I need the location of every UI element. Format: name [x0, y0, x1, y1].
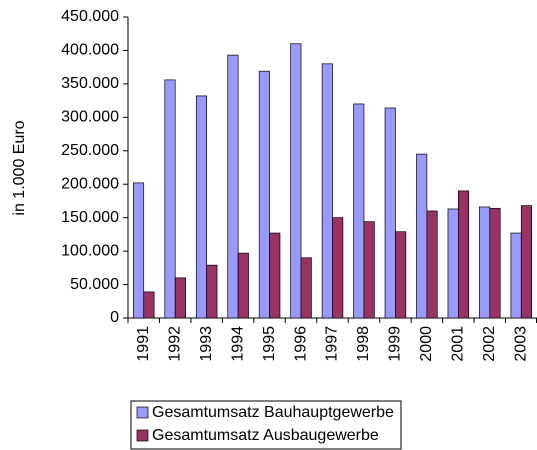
- x-tick-label: 1996: [292, 326, 309, 362]
- bar: [132, 182, 145, 319]
- x-tick-label: 1991: [135, 326, 152, 362]
- bar: [227, 54, 239, 319]
- bar: [520, 205, 533, 319]
- x-tick-label: 1999: [387, 326, 404, 362]
- bar: [258, 70, 270, 319]
- bar: [321, 63, 333, 319]
- bar: [416, 153, 428, 319]
- x-tick-label: 1997: [324, 326, 341, 362]
- bar: [395, 231, 407, 319]
- x-tick-label: 1994: [229, 326, 246, 362]
- bar: [353, 103, 365, 319]
- x-tick-label: 1995: [261, 326, 278, 362]
- legend-box: [130, 400, 402, 450]
- y-tick-label: 50.000: [70, 276, 119, 293]
- y-tick-label: 200.000: [61, 175, 119, 192]
- y-tick-label: 350.000: [61, 75, 119, 92]
- bar: [237, 252, 249, 319]
- y-tick-label: 300.000: [61, 109, 119, 126]
- x-tick-label: 1998: [355, 326, 372, 362]
- bar: [426, 210, 438, 319]
- legend-swatch: [136, 406, 149, 419]
- bar: [174, 277, 186, 319]
- bar: [363, 221, 375, 319]
- y-tick-label: 250.000: [61, 142, 119, 159]
- bar: [195, 95, 208, 319]
- bar: [457, 190, 470, 319]
- x-tick-label: 2002: [481, 326, 498, 362]
- y-tick-label: 0: [110, 309, 119, 326]
- x-tick-label: 2000: [418, 326, 435, 362]
- bar: [206, 264, 218, 319]
- y-axis-label: in 1.000 Euro: [11, 120, 28, 215]
- y-tick-label: 150.000: [61, 209, 119, 226]
- legend-label: Gesamtumsatz Ausbaugewerbe: [152, 427, 379, 444]
- bar: [479, 206, 491, 319]
- bar: [164, 79, 176, 319]
- bar: [510, 232, 522, 319]
- y-tick-label: 450.000: [61, 8, 119, 25]
- y-tick-label: 100.000: [61, 242, 119, 259]
- bar: [447, 208, 459, 319]
- x-tick-label: 2003: [512, 326, 529, 362]
- bar: [384, 107, 396, 319]
- legend-label: Gesamtumsatz Bauhauptgewerbe: [152, 404, 394, 421]
- x-tick-label: 2001: [450, 326, 467, 362]
- bar: [143, 291, 155, 319]
- y-tick-label: 400.000: [61, 42, 119, 59]
- bar: [290, 43, 302, 319]
- bar: [332, 217, 344, 319]
- bar: [489, 207, 501, 319]
- bar: [300, 257, 312, 319]
- legend-swatch: [136, 429, 149, 442]
- x-tick-label: 1993: [198, 326, 215, 362]
- x-tick-label: 1992: [166, 326, 183, 362]
- bar: [269, 232, 281, 319]
